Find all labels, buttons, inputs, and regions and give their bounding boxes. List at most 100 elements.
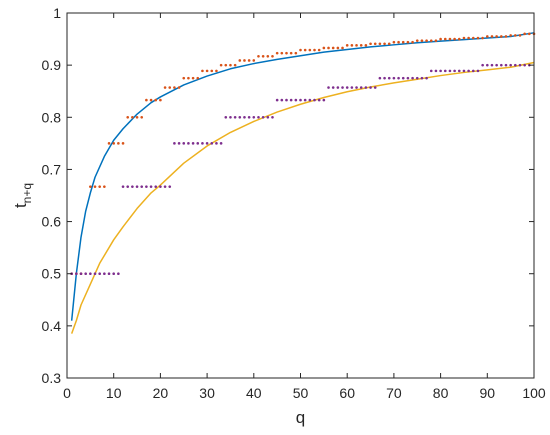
series-2-point-10-43 [266,54,270,58]
series-2-point-9-39 [247,59,251,62]
series-3-point-5-63 [359,86,363,89]
series-3-point-5-64 [364,86,368,89]
series-2-point-20-94 [504,35,508,38]
series-3-point-8-95 [509,63,512,67]
series-3-point-2-25 [182,142,186,145]
y-axis-label: tn+q [11,183,34,208]
series-3-point-6-68 [383,76,386,80]
series-2-point-11-47 [285,51,288,55]
series-2-point-11-48 [289,51,293,55]
series-2-point-10-41 [257,54,260,58]
series-2-point-8-33 [219,63,223,67]
series-2-point-11-45 [275,51,279,55]
series-3-point-5-66 [373,86,377,89]
series-3-point-2-33 [219,142,223,145]
plot-marks [70,32,536,334]
series-2-point-18-82 [448,37,452,41]
x-tick-label-2: 20 [153,385,169,401]
series-2-point-5-22 [168,86,172,89]
series-3-point-8-94 [504,63,508,67]
series-3-point-8-98 [523,63,526,67]
series-3-point-3-42 [261,115,265,119]
series-3-point-4-55 [322,98,326,102]
series-2-point-4-17 [145,98,148,102]
series-2-point-7-29 [201,69,204,73]
x-tick-label-3: 30 [199,385,215,401]
series-2-point-5-24 [177,86,181,89]
series-3-point-4-53 [313,98,316,102]
series-3-point-7-79 [434,69,438,73]
series-3-point-7-81 [443,69,447,73]
series-2-point-16-73 [406,40,410,44]
x-axis-label: q [296,408,305,427]
series-3-point-4-50 [299,98,302,102]
series-2-point-1-6 [93,185,97,188]
x-tick-label-0: 0 [63,385,71,401]
series-2-point-15-68 [383,42,386,46]
x-tick-label-9: 90 [480,385,496,401]
series-2-point-7-31 [210,69,214,73]
series-2-point-15-69 [387,42,391,46]
series-3-point-8-96 [514,63,517,67]
series-2-point-19-86 [467,36,470,40]
series-3-point-3-34 [224,115,228,119]
series-2-point-2-11 [117,142,120,145]
series-2-point-19-89 [481,36,484,40]
y-tick-label-5: 0.8 [42,109,62,125]
y-tick-label-4: 0.7 [42,161,62,177]
series-2-point-19-87 [471,36,475,40]
series-2-point-17-78 [429,39,433,42]
series-3-point-5-62 [355,86,358,89]
series-3-point-3-43 [266,115,270,119]
series-2-point-21-95 [509,34,512,37]
y-tick-label-7: 1 [53,5,61,21]
series-2-point-5-21 [163,86,167,89]
series-3-point-7-83 [453,69,456,73]
series-3-point-2-30 [205,142,209,145]
series-3-point-8-92 [495,63,498,67]
series-3-point-1-17 [145,185,148,188]
series-2-point-13-59 [341,46,344,50]
series-1-line [70,61,535,334]
series-2-point-7-30 [205,69,209,73]
plot-frame [66,12,535,379]
series-3-point-7-80 [439,69,442,73]
series-3-point-1-13 [126,185,130,188]
series-2-point-16-74 [411,40,414,44]
series-3-point-3-35 [229,115,232,119]
series-2-point-12-50 [299,48,302,52]
y-axis-label-subscript: n+q [20,183,34,203]
series-3-point-6-72 [401,76,405,80]
series-2-point-9-37 [238,59,242,62]
series-2-point-17-76 [420,39,424,42]
series-3-point-6-77 [425,76,428,80]
series-2-steps [70,32,536,276]
series-3-point-7-85 [462,69,466,73]
series-3-point-2-26 [187,142,190,145]
series-3-point-1-12 [121,185,125,188]
series-3-point-4-47 [285,98,288,102]
series-3-point-0-3 [79,272,83,276]
series-2-point-8-35 [229,63,232,67]
series-3-point-1-21 [163,185,167,188]
series-3-point-6-70 [392,76,396,80]
series-2-point-19-88 [476,36,480,40]
series-3-point-4-51 [303,98,307,102]
series-3-point-8-93 [500,63,503,67]
series-2-point-4-18 [149,98,153,102]
series-3-point-4-49 [294,98,298,102]
series-3-point-7-84 [457,69,461,73]
series-2-point-20-90 [486,35,489,38]
series-3-point-7-88 [476,69,480,73]
series-3-point-3-36 [233,115,237,119]
series-3-point-6-75 [415,76,419,80]
series-2-point-7-32 [215,69,218,73]
series-2-point-20-92 [495,35,498,38]
series-2-point-3-16 [140,115,144,119]
axis-ticks: 0 10 20 30 40 50 60 70 80 90 100 0.3 0.4 0.5 0.6 0.7 0.8… [42,5,546,401]
series-2-point-11-49 [294,51,298,55]
series-3-point-0-10 [112,272,115,276]
series-3-point-0-5 [89,272,92,276]
series-3-point-0-2 [75,272,78,276]
